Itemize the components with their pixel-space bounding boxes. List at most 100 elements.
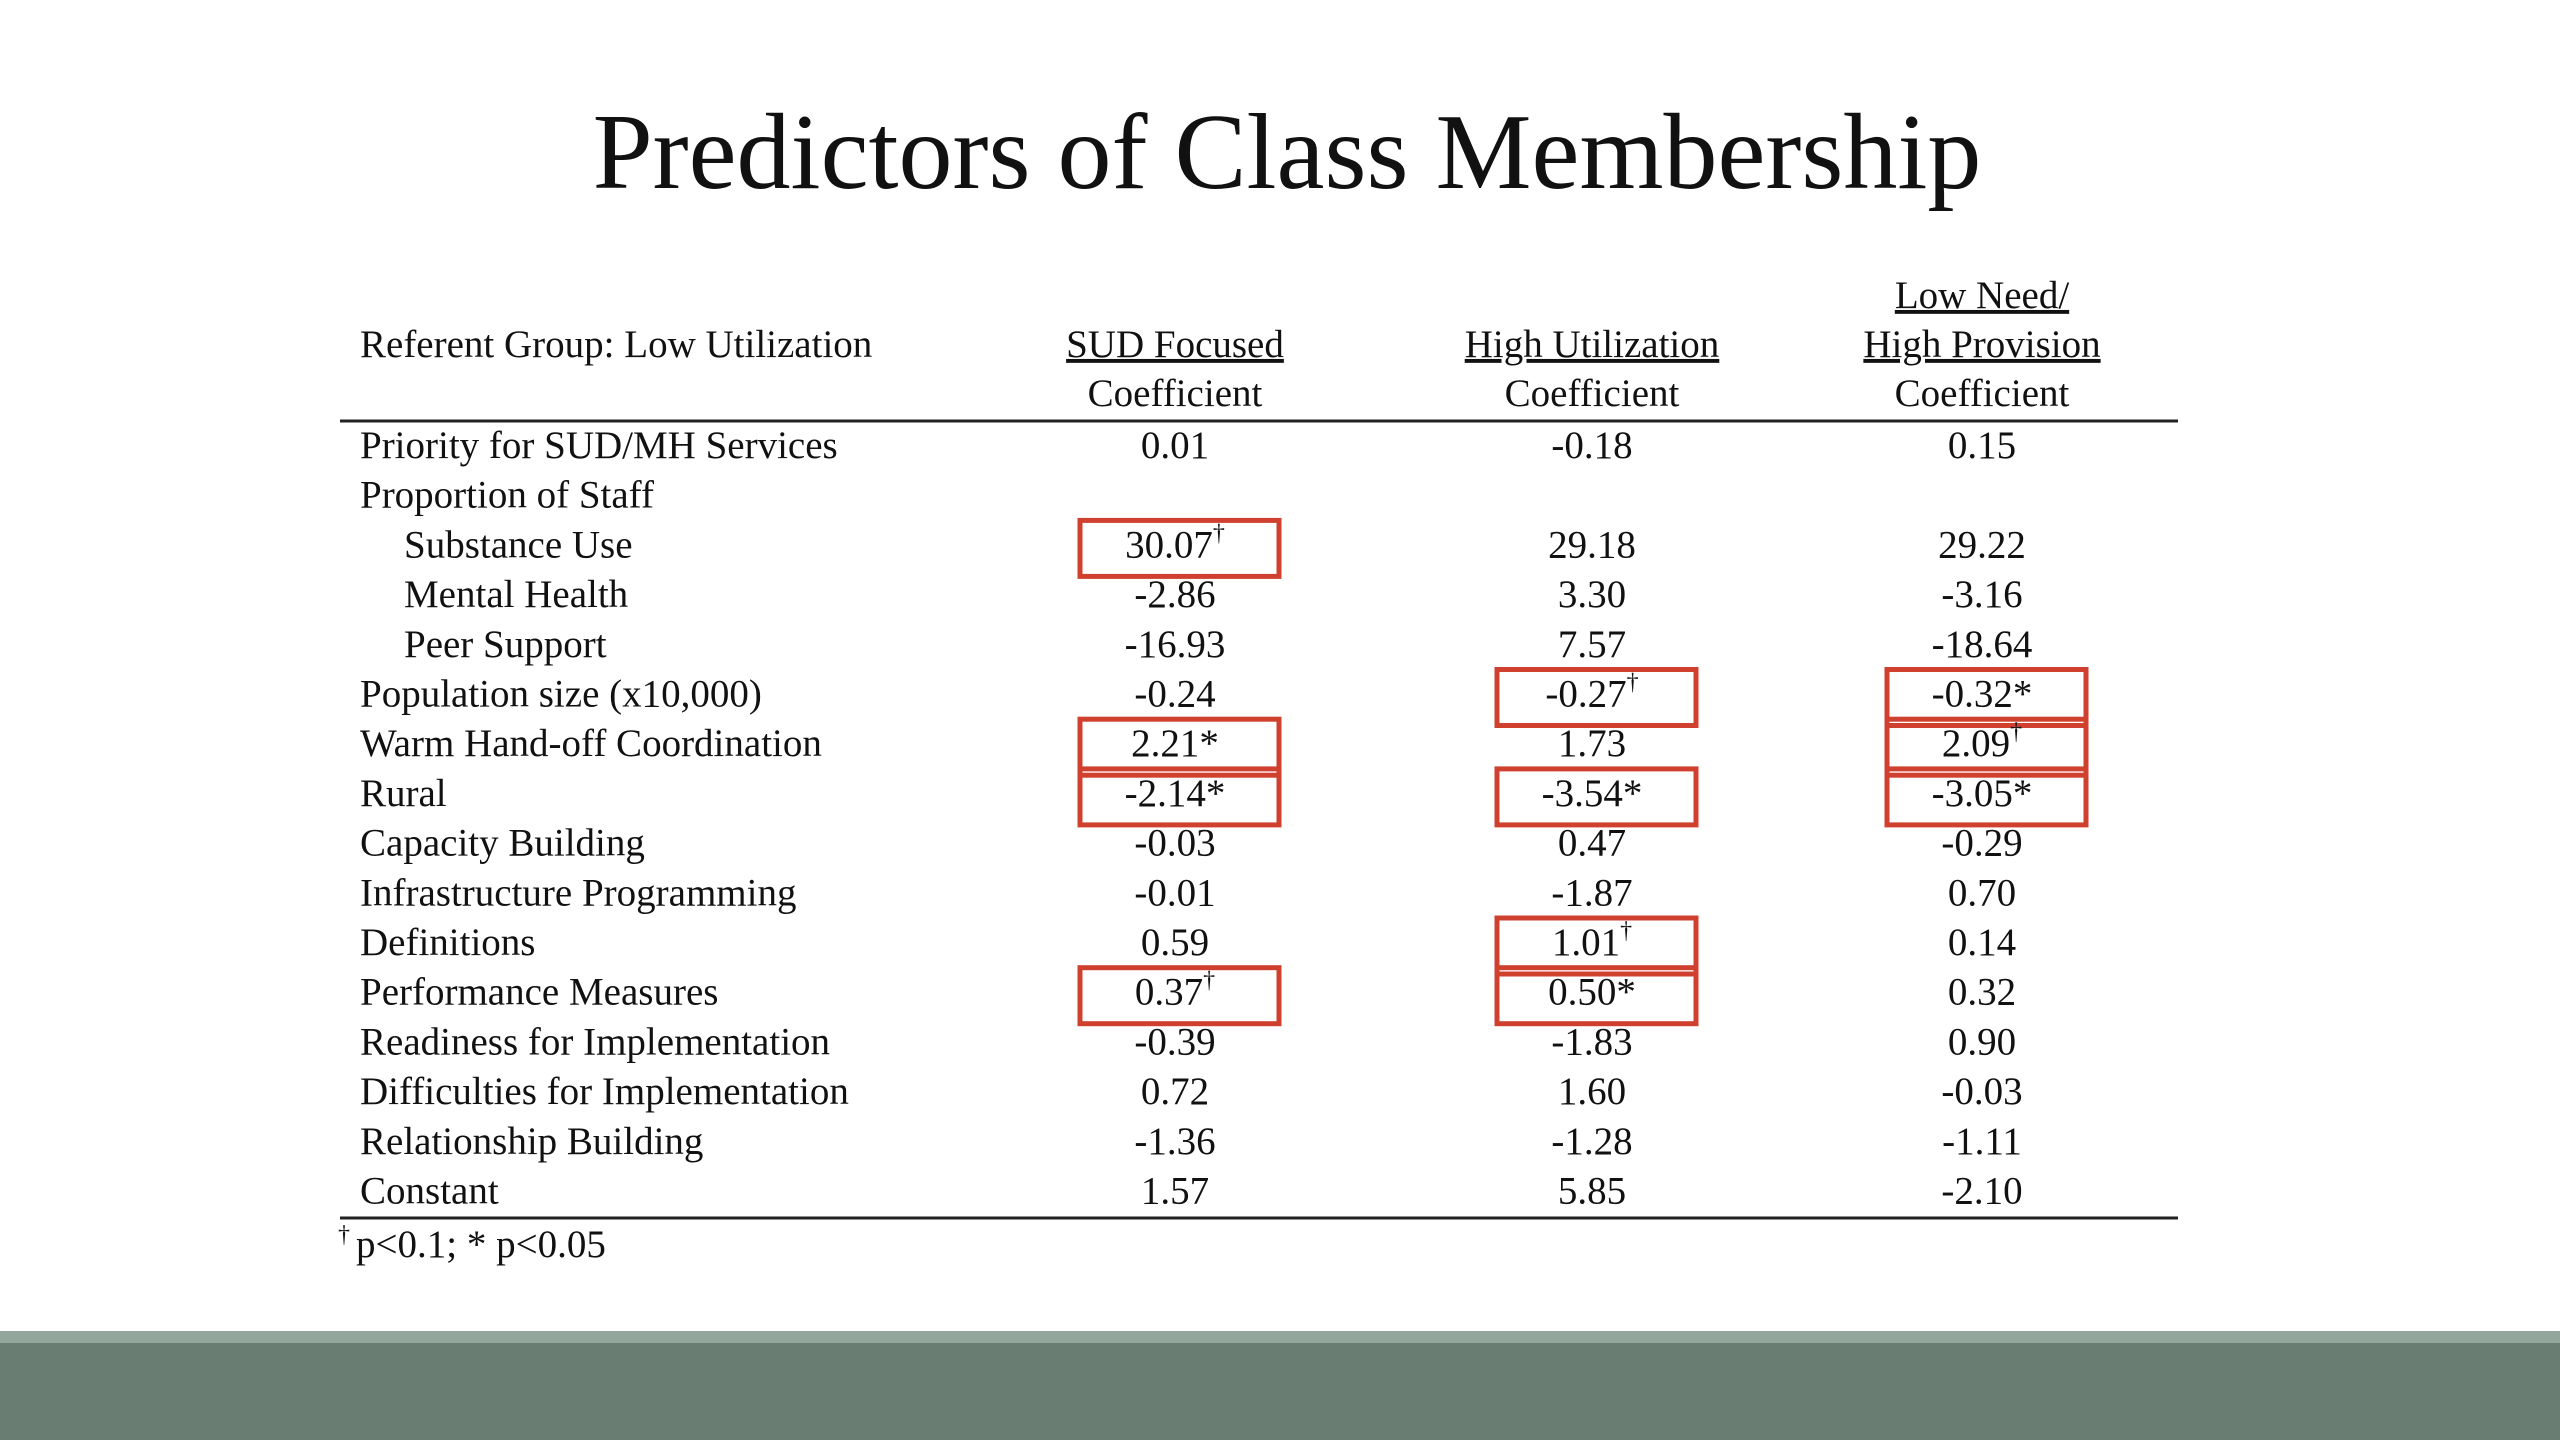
- cell-number: -0.01: [1134, 871, 1215, 914]
- cell-value: -2.86: [1134, 573, 1215, 616]
- row-label: Capacity Building: [360, 822, 645, 865]
- footer-stripe: [0, 1331, 2560, 1343]
- cell-number: -18.64: [1932, 623, 2033, 666]
- cell-value: 0.01: [1141, 424, 1209, 467]
- cell-number: -3.54*: [1542, 772, 1643, 815]
- column-subheader: Coefficient: [1895, 372, 2070, 415]
- cell-number: 0.70: [1948, 871, 2016, 914]
- cell-value: -1.87: [1551, 871, 1632, 914]
- cell-value: -0.03: [1941, 1070, 2022, 1113]
- significance-mark: †: [2010, 719, 2022, 745]
- cell-number: 0.01: [1141, 424, 1209, 467]
- highlight-box: [1494, 667, 1699, 728]
- row-label: Performance Measures: [360, 971, 718, 1014]
- row-label: Constant: [360, 1169, 499, 1212]
- cell-value: -0.01: [1134, 871, 1215, 914]
- cell-number: -2.10: [1941, 1169, 2022, 1212]
- cell-value: -2.14*: [1125, 772, 1226, 815]
- cell-number: -2.86: [1134, 573, 1215, 616]
- cell-number: 29.22: [1938, 523, 2026, 566]
- row-label: Readiness for Implementation: [360, 1020, 830, 1063]
- cell-value: 0.32: [1948, 971, 2016, 1014]
- cell-value: 0.37†: [1135, 967, 1215, 1013]
- cell-value: -0.27†: [1545, 669, 1638, 715]
- cell-value: 5.85: [1558, 1169, 1626, 1212]
- cell-value: 29.18: [1548, 523, 1636, 566]
- cell-value: 0.15: [1948, 424, 2016, 467]
- cell-number: -0.03: [1134, 822, 1215, 865]
- cell-value: -0.29: [1941, 822, 2022, 865]
- cell-value: 0.14: [1948, 921, 2016, 964]
- footnote: † p<0.1; * p<0.05: [338, 1222, 606, 1266]
- row-label: Mental Health: [404, 573, 628, 616]
- cell-number: -1.87: [1551, 871, 1632, 914]
- cell-value: -18.64: [1932, 623, 2033, 666]
- highlight-box: [1494, 766, 1699, 828]
- cell-value: -3.05*: [1932, 772, 2033, 815]
- cell-number: 5.85: [1558, 1169, 1626, 1212]
- row-label: Rural: [360, 772, 447, 815]
- cell-number: 1.73: [1558, 722, 1626, 765]
- cell-value: -1.28: [1551, 1120, 1632, 1163]
- cell-number: 30.07: [1125, 523, 1213, 566]
- cell-value: 1.01†: [1552, 918, 1632, 964]
- cell-value: 30.07†: [1125, 520, 1225, 566]
- cell-value: 1.57: [1141, 1169, 1209, 1212]
- cell-value: -3.54*: [1542, 772, 1643, 815]
- cell-value: -0.18: [1551, 424, 1632, 467]
- cell-value: -1.36: [1134, 1120, 1215, 1163]
- row-label: Relationship Building: [360, 1120, 703, 1163]
- significance-mark: †: [1627, 669, 1639, 695]
- cell-number: 0.47: [1558, 822, 1626, 865]
- highlight-box: [1077, 517, 1282, 579]
- highlight-box: [1494, 915, 1699, 977]
- row-label: Population size (x10,000): [360, 672, 762, 715]
- cell-number: -0.18: [1551, 424, 1632, 467]
- cell-number: 0.90: [1948, 1020, 2016, 1063]
- cell-value: -0.03: [1134, 822, 1215, 865]
- cell-number: 2.21*: [1131, 722, 1219, 765]
- cell-value: 29.22: [1938, 523, 2026, 566]
- cell-value: 0.70: [1948, 871, 2016, 914]
- cell-value: 2.09†: [1942, 719, 2022, 765]
- column-header: SUD Focused: [1066, 323, 1284, 366]
- highlight-box: [1077, 716, 1282, 778]
- row-label: Warm Hand-off Coordination: [360, 722, 822, 765]
- cell-number: -1.83: [1551, 1020, 1632, 1063]
- row-label: Substance Use: [404, 523, 633, 566]
- column-subheader: Coefficient: [1505, 372, 1680, 415]
- cell-value: -0.39: [1134, 1020, 1215, 1063]
- cell-value: 1.60: [1558, 1070, 1626, 1113]
- cell-value: 0.72: [1141, 1070, 1209, 1113]
- highlight-box: [1884, 766, 2089, 828]
- slide-title: Predictors of Class Membership: [593, 93, 1982, 212]
- cell-value: -0.24: [1134, 672, 1215, 715]
- cell-number: 2.09: [1942, 722, 2010, 765]
- footnote-text: p<0.1; * p<0.05: [356, 1223, 606, 1266]
- cell-number: 0.15: [1948, 424, 2016, 467]
- cell-number: 1.01: [1552, 921, 1620, 964]
- highlight-box: [1077, 766, 1282, 828]
- cell-value: -2.10: [1941, 1169, 2022, 1212]
- cell-value: 2.21*: [1131, 722, 1219, 765]
- cell-value: 1.73: [1558, 722, 1626, 765]
- cell-value: -1.11: [1942, 1120, 2022, 1163]
- cell-value: -0.32*: [1932, 672, 2033, 715]
- cell-number: 29.18: [1548, 523, 1636, 566]
- significance-mark: †: [1213, 520, 1225, 546]
- footnote-symbol: †: [338, 1222, 350, 1248]
- row-label: Difficulties for Implementation: [360, 1070, 849, 1113]
- cell-value: 0.90: [1948, 1020, 2016, 1063]
- cell-number: 0.72: [1141, 1070, 1209, 1113]
- cell-number: -0.32*: [1932, 672, 2033, 715]
- cell-number: 0.14: [1948, 921, 2016, 964]
- cell-number: -0.29: [1941, 822, 2022, 865]
- cell-number: -3.05*: [1932, 772, 2033, 815]
- cell-number: -0.27: [1545, 672, 1626, 715]
- cell-number: 1.57: [1141, 1169, 1209, 1212]
- cell-number: -1.36: [1134, 1120, 1215, 1163]
- cell-value: 0.47: [1558, 822, 1626, 865]
- row-label: Definitions: [360, 921, 535, 964]
- cell-number: 0.32: [1948, 971, 2016, 1014]
